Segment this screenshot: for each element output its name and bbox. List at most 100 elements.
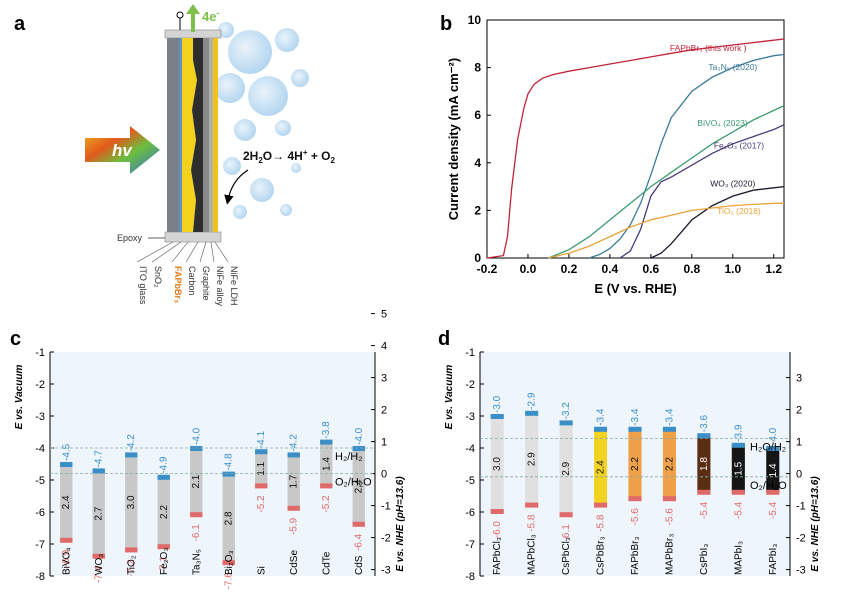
- gap-label: 2.4: [61, 495, 72, 509]
- h2-level-label: H₂O/H₂: [750, 441, 786, 453]
- category-label: Si: [256, 566, 267, 575]
- gap-label: 3.0: [126, 495, 137, 509]
- vb-edge: [731, 489, 745, 495]
- band-bar: [662, 428, 676, 500]
- category-label: CdS: [354, 555, 365, 575]
- series-line: [650, 185, 785, 259]
- vb-edge: [594, 502, 608, 508]
- cb-value-label: -3.4: [664, 408, 675, 426]
- y-tick-label: 0: [474, 251, 481, 265]
- category-label: FAPbCl₃: [492, 537, 503, 575]
- gap-label: 1.1: [256, 461, 267, 475]
- photoelectrode-stack: [164, 29, 222, 243]
- layer-label: SnO₂: [153, 266, 163, 288]
- series-line: [486, 38, 785, 259]
- category-label: FAPbBr₃: [630, 536, 641, 575]
- layer-leader: [199, 241, 207, 263]
- cb-edge: [255, 449, 268, 455]
- y2-tick-label: -1: [796, 501, 806, 513]
- x-tick-label: 0.6: [643, 262, 660, 276]
- y-tick-label: -3: [465, 411, 475, 423]
- series-label: FAPbBr₃ (this work ): [670, 43, 747, 53]
- series-line: [548, 202, 784, 259]
- category-label: Ta₃N₅: [191, 549, 202, 575]
- category-label: TiO₂: [126, 555, 137, 575]
- y-tick-label: 6: [474, 108, 481, 122]
- vb-value-label: -6.0: [492, 521, 503, 539]
- layer-label: NiFe alloy: [215, 266, 225, 307]
- vb-edge: [628, 496, 642, 502]
- vb-edge: [125, 547, 138, 553]
- y-tick-label: 10: [468, 13, 482, 27]
- y2-axis-label: E vs. NHE (pH=13.6): [810, 476, 821, 572]
- gap-label: 3.0: [492, 457, 503, 471]
- category-label: CdTe: [321, 551, 332, 575]
- gap-label: 2.8: [224, 511, 235, 525]
- y-tick-label: -5: [35, 475, 45, 487]
- band-bar: [525, 412, 539, 506]
- panel-d: d -1 -2 -3 -4 -5 -6 -7 -8 -3 -2 -1 0 1 2 3 E vs. Vacuum…: [438, 328, 821, 583]
- band-chart-d: -1 -2 -3 -4 -5 -6 -7 -8 -3 -2 -1 0 1 2 3 E vs. Vacuum E …: [444, 347, 821, 583]
- cb-edge: [559, 420, 573, 426]
- y2-tick-label: 1: [796, 437, 802, 449]
- vb-value-label: -7.1: [159, 556, 170, 574]
- epoxy-label: Epoxy: [117, 233, 143, 243]
- x-tick-label: -0.2: [477, 262, 498, 276]
- y-tick-label: -2: [35, 379, 45, 391]
- light-arrow-icon: [85, 126, 160, 174]
- cb-value-label: -3.2: [561, 402, 572, 420]
- vb-edge: [352, 521, 365, 527]
- cb-edge: [697, 433, 711, 439]
- gap-label: 1.4: [321, 457, 332, 471]
- y-tick-label: -1: [465, 347, 475, 359]
- cb-edge: [190, 446, 203, 451]
- y2-tick-label: 0: [796, 469, 802, 481]
- cb-edge: [157, 474, 170, 480]
- vb-edge: [157, 544, 170, 550]
- band-bar: [222, 473, 235, 564]
- band-bar: [287, 454, 300, 509]
- y-tick-label: 8: [474, 61, 481, 75]
- y2-tick-label: 1: [381, 437, 387, 449]
- graphite-layer: [203, 38, 209, 232]
- cb-edge: [287, 452, 300, 458]
- y2-tick-label: -3: [381, 565, 391, 577]
- y2-tick-label: 0: [381, 469, 387, 481]
- vb-value-label: -7.6: [224, 572, 235, 590]
- vb-edge: [525, 502, 539, 508]
- band-bar: [766, 448, 780, 493]
- y-tick-label: -4: [465, 443, 475, 455]
- vb-value-label: -5.6: [630, 508, 641, 526]
- cb-edge: [766, 446, 780, 451]
- cb-value-label: -3.8: [321, 421, 332, 439]
- vb-edge: [490, 509, 504, 514]
- gap-label: 1.8: [699, 457, 710, 471]
- vb-value-label: -7.4: [94, 565, 105, 583]
- terminal: [176, 11, 184, 19]
- panel-label-c: c: [10, 328, 21, 350]
- cb-value-label: -4.2: [126, 434, 137, 452]
- vb-edge: [255, 483, 268, 489]
- gap-label: 2.2: [664, 457, 675, 471]
- category-label: BiVO₄: [61, 548, 72, 575]
- layer-leader: [136, 241, 174, 263]
- band-bar: [320, 441, 333, 487]
- layer-leader: [214, 241, 229, 263]
- cb-edge: [60, 462, 73, 467]
- cb-edge: [352, 446, 365, 451]
- y-tick-label: -8: [465, 571, 475, 583]
- vb-edge: [287, 505, 300, 511]
- cb-value-label: -4.0: [354, 427, 365, 445]
- category-label: CsPbCl₃: [561, 537, 572, 575]
- x-tick-label: 0.2: [561, 262, 578, 276]
- electron-label: 4e-: [202, 8, 219, 24]
- panel-a: a: [14, 4, 336, 307]
- cb-value-label: -3.0: [492, 395, 503, 413]
- sno2-layer: [179, 38, 182, 232]
- light-label: hv: [112, 141, 133, 160]
- category-label: MAPbI₃: [733, 541, 744, 575]
- vb-edge: [60, 537, 73, 543]
- cb-value-label: -4.0: [768, 427, 779, 445]
